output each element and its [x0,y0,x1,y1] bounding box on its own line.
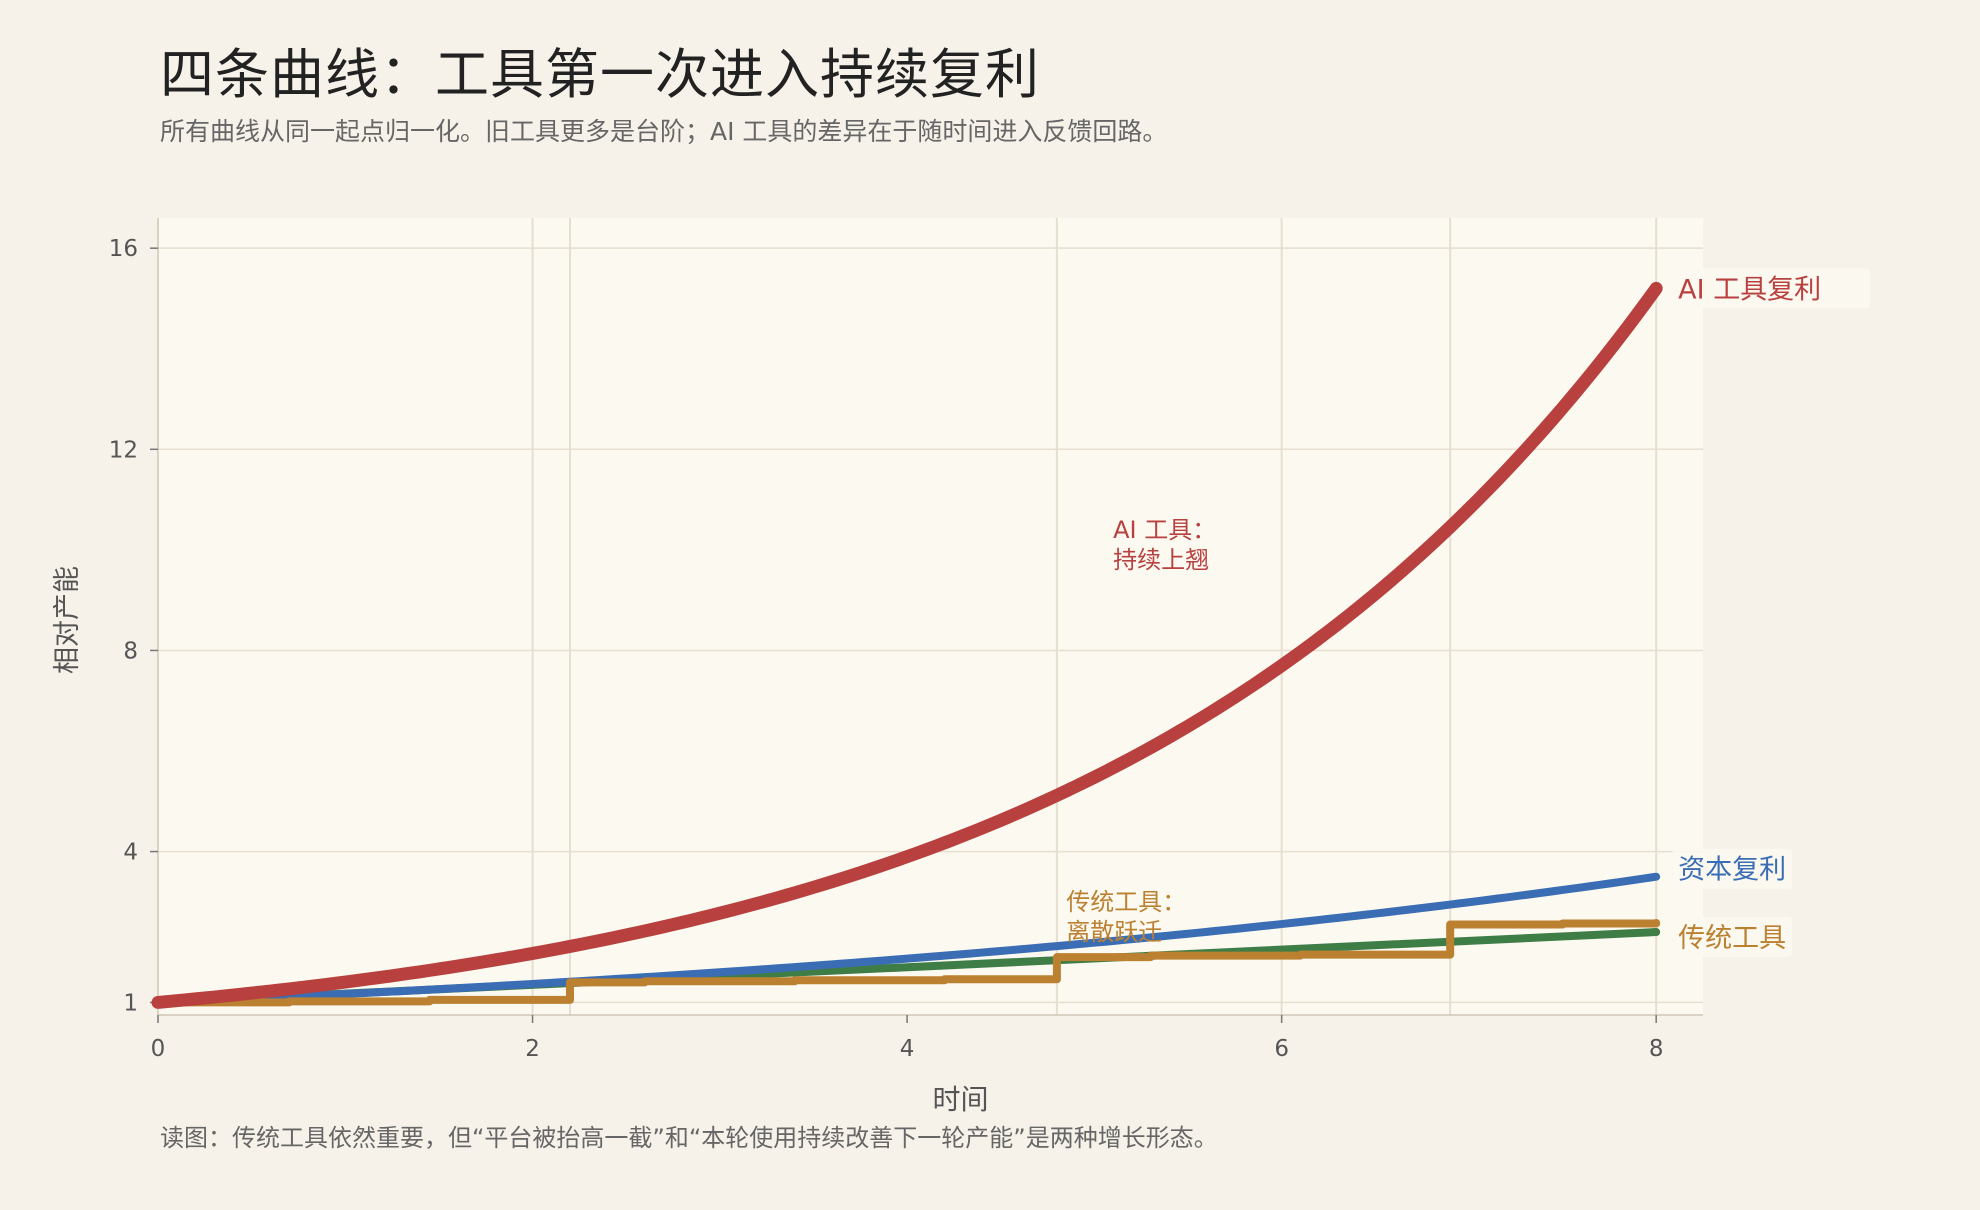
traditional-tools-line [154,918,1661,1007]
ai-annotation: AI 工具：持续上翘 [1113,516,1216,574]
x-tick-label: 8 [1649,1036,1664,1062]
ai-series-label: AI 工具复利 [1678,274,1821,305]
y-tick-label: 8 [123,638,138,664]
y-tick-label: 12 [109,437,138,463]
series-label-box [1672,916,1793,957]
chart-subtitle: 所有曲线从同一起点归一化。旧工具更多是台阶；AI 工具的差异在于随时间进入反馈回… [160,117,1168,146]
traditional-annotation: 传统工具：离散跃迁 [1066,888,1186,946]
ai-tools-line [151,281,1663,1009]
annotation-line: 持续上翘 [1113,546,1209,574]
chart-title: 四条曲线：工具第一次进入持续复利 [160,43,1040,106]
axes: 1 4 8 12 16 0 2 4 6 8 [109,218,1703,1062]
y-axis-label: 相对产能 [52,566,83,674]
x-tick-label: 6 [1274,1036,1289,1062]
annotation-line: AI 工具： [1113,516,1216,544]
plot-area [158,218,1703,1015]
traditional-series-label: 传统工具 [1678,923,1786,954]
y-tick-label: 1 [123,990,138,1016]
capital-line [154,872,1661,1007]
capital-series-label: 资本复利 [1678,855,1786,886]
y-tick-label: 4 [123,840,138,866]
x-tick-label: 2 [525,1036,540,1062]
series-label-box [1672,848,1793,889]
x-axis-label: 时间 [932,1083,988,1116]
annotation-line: 传统工具： [1066,888,1186,916]
grid-lines [158,218,1703,1015]
y-tick-label: 16 [109,236,138,262]
annotation-line: 离散跃迁 [1066,918,1162,946]
series-label-box [1672,268,1871,309]
x-tick-label: 4 [900,1036,915,1062]
x-tick-label: 0 [151,1036,166,1062]
footnote: 读图：传统工具依然重要，但“平台被抬高一截”和“本轮使用持续改善下一轮产能”是两… [160,1124,1218,1152]
series-lines [151,281,1663,1009]
